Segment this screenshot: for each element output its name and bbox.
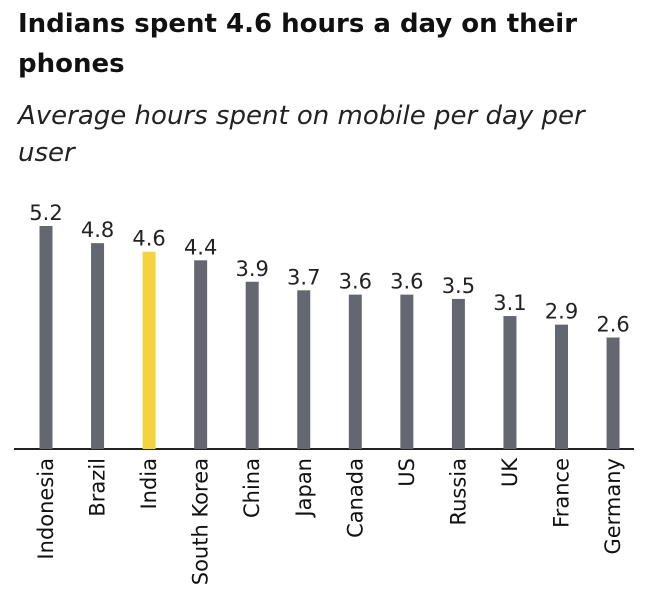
value-label-canada: 3.6 — [339, 270, 372, 294]
bar-south-korea — [194, 260, 208, 449]
bars-group — [39, 226, 620, 449]
bar-japan — [297, 290, 311, 449]
bar-china — [245, 281, 259, 449]
bar-india — [142, 251, 156, 449]
value-label-germany: 2.6 — [596, 313, 629, 337]
value-label-uk: 3.1 — [493, 291, 526, 315]
category-label-south-korea: South Korea — [189, 458, 213, 585]
value-label-south-korea: 4.4 — [184, 235, 217, 259]
value-label-japan: 3.7 — [287, 265, 320, 289]
value-label-france: 2.9 — [545, 300, 578, 324]
bar-us — [400, 294, 414, 449]
bar-canada — [348, 294, 362, 449]
bar-russia — [451, 298, 465, 449]
category-label-india: India — [137, 458, 161, 510]
category-label-uk: UK — [498, 457, 522, 487]
category-label-us: US — [395, 458, 419, 487]
bar-indonesia — [39, 226, 53, 449]
category-label-indonesia: Indonesia — [34, 458, 58, 560]
category-label-japan: Japan — [292, 458, 316, 519]
value-label-india: 4.6 — [132, 227, 165, 251]
category-labels-group: Indonesia Brazil India South Korea China Japa… — [34, 457, 625, 585]
chart-subtitle: Average hours spent on mobile per day pe… — [18, 101, 585, 168]
bar-brazil — [91, 243, 105, 449]
chart-title: Indians spent 4.6 hours a day on their p… — [18, 9, 578, 79]
value-label-russia: 3.5 — [442, 274, 475, 298]
value-label-brazil: 4.8 — [81, 218, 114, 242]
value-label-indonesia: 5.2 — [29, 201, 62, 225]
value-label-china: 3.9 — [235, 257, 268, 281]
category-label-france: France — [550, 458, 574, 528]
bar-france — [555, 324, 568, 449]
value-label-us: 3.6 — [390, 270, 423, 294]
category-label-brazil: Brazil — [86, 458, 110, 517]
category-label-russia: Russia — [446, 458, 470, 526]
category-label-china: China — [240, 458, 264, 518]
category-label-germany: Germany — [601, 458, 625, 555]
category-label-canada: Canada — [343, 458, 367, 538]
bar-germany — [606, 337, 620, 449]
value-labels-group: 5.2 4.8 4.6 4.4 3.9 3.7 3.6 3.6 3.5 3.1 2.9 2.6 — [29, 201, 629, 337]
bar-uk — [503, 316, 517, 449]
